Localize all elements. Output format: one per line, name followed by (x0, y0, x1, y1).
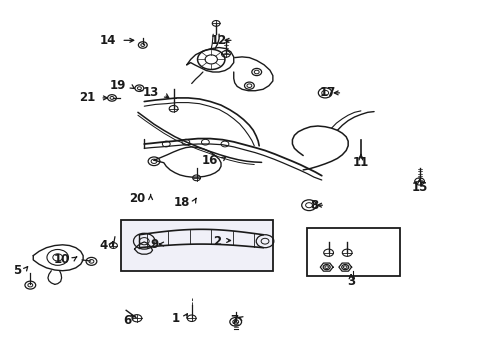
Text: 1: 1 (171, 312, 180, 325)
Text: 11: 11 (352, 156, 368, 169)
Text: 5: 5 (13, 264, 21, 277)
Text: 4: 4 (99, 239, 107, 252)
Text: 9: 9 (150, 238, 158, 251)
Text: 18: 18 (173, 196, 189, 209)
Text: 21: 21 (79, 91, 95, 104)
Bar (306, 228, 399, 276)
Text: 16: 16 (201, 154, 217, 167)
Text: 20: 20 (129, 192, 145, 205)
Bar (121, 220, 272, 271)
Text: 8: 8 (310, 199, 318, 212)
Text: 14: 14 (100, 34, 116, 47)
Text: 13: 13 (142, 86, 159, 99)
Text: 10: 10 (53, 253, 69, 266)
Text: 3: 3 (346, 275, 354, 288)
Text: 17: 17 (320, 86, 336, 99)
Text: 19: 19 (110, 79, 126, 92)
Text: 2: 2 (212, 235, 221, 248)
Text: 12: 12 (211, 34, 227, 47)
Text: 6: 6 (122, 314, 131, 327)
Text: 15: 15 (410, 181, 427, 194)
Text: 7: 7 (230, 314, 238, 327)
